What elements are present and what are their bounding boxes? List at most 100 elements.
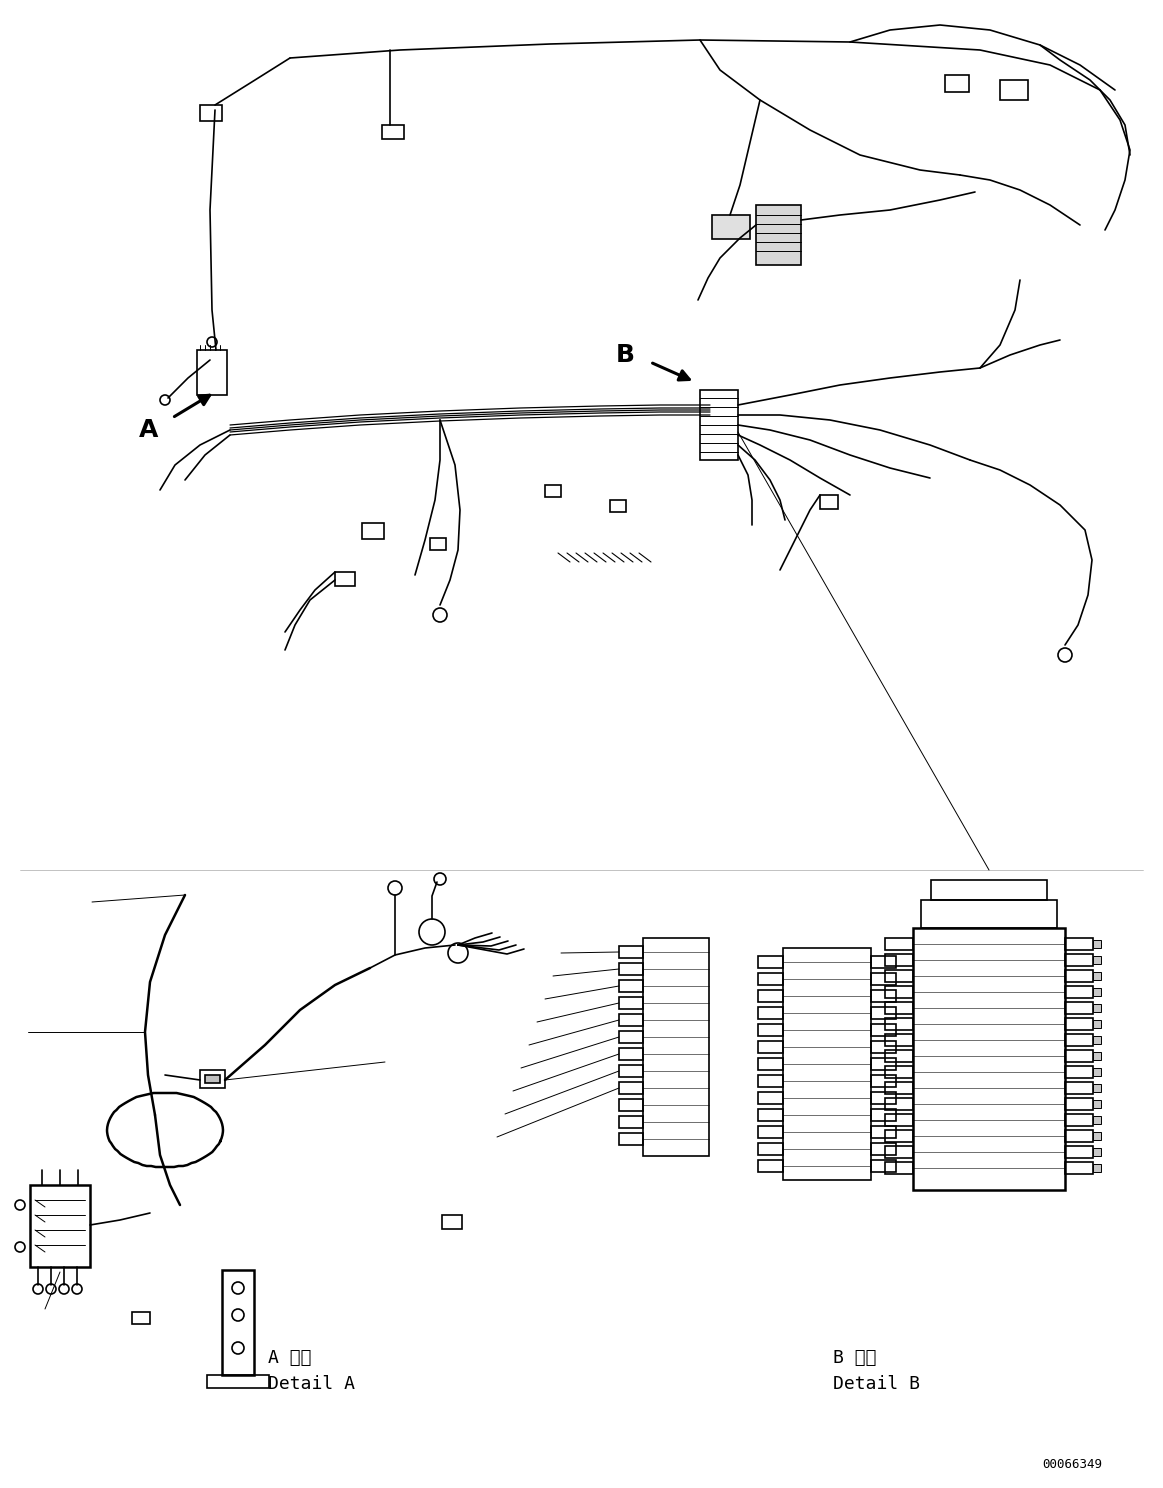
Bar	[758, 1109, 783, 1120]
Bar	[200, 1070, 224, 1088]
Bar	[885, 987, 913, 998]
Bar	[1065, 1098, 1093, 1110]
Bar	[643, 937, 709, 1156]
Bar	[197, 350, 227, 394]
Text: 00066349: 00066349	[1042, 1458, 1103, 1472]
Bar	[1065, 1115, 1093, 1126]
Bar	[758, 1143, 783, 1155]
Bar	[885, 1162, 913, 1174]
Text: B: B	[616, 344, 635, 368]
Bar	[1065, 987, 1093, 998]
Bar	[700, 390, 739, 460]
Bar	[442, 1216, 462, 1229]
Bar	[205, 1074, 220, 1083]
Bar	[1065, 1065, 1093, 1077]
Bar	[871, 1143, 896, 1155]
Bar	[1065, 1034, 1093, 1046]
Bar	[1065, 1082, 1093, 1094]
Bar	[758, 1161, 783, 1173]
Bar	[871, 973, 896, 985]
Bar	[932, 879, 1047, 900]
Bar	[1000, 80, 1028, 100]
Bar	[871, 1042, 896, 1054]
Bar	[619, 1082, 643, 1094]
Bar	[758, 1007, 783, 1019]
Bar	[871, 1074, 896, 1088]
Bar	[885, 1082, 913, 1094]
Bar	[1093, 972, 1101, 981]
Bar	[30, 1184, 90, 1266]
Bar	[885, 1129, 913, 1141]
Bar	[758, 1058, 783, 1070]
Bar	[913, 929, 1065, 1190]
Bar	[619, 997, 643, 1009]
Bar	[1093, 1100, 1101, 1109]
Bar	[1093, 955, 1101, 964]
Bar	[1093, 1068, 1101, 1076]
Bar	[885, 1001, 913, 1013]
Bar	[619, 963, 643, 975]
Bar	[885, 1034, 913, 1046]
Bar	[619, 946, 643, 958]
Text: Detail B: Detail B	[833, 1375, 920, 1393]
Bar	[619, 1048, 643, 1059]
Bar	[871, 1109, 896, 1120]
Bar	[1093, 1083, 1101, 1092]
Bar	[619, 1100, 643, 1112]
Bar	[619, 1132, 643, 1144]
Bar	[1065, 1129, 1093, 1141]
Bar	[619, 1065, 643, 1077]
Bar	[1093, 1052, 1101, 1059]
Bar	[1093, 1149, 1101, 1156]
Bar	[758, 1092, 783, 1104]
Text: A 詳細: A 詳細	[267, 1350, 312, 1367]
Bar	[619, 981, 643, 992]
Bar	[758, 1024, 783, 1036]
Bar	[885, 1018, 913, 1030]
Bar	[1093, 988, 1101, 995]
Bar	[1093, 940, 1101, 948]
Text: Detail A: Detail A	[267, 1375, 355, 1393]
Bar	[871, 955, 896, 969]
Bar	[885, 970, 913, 982]
Bar	[885, 1115, 913, 1126]
Bar	[1065, 1146, 1093, 1158]
Bar	[619, 1116, 643, 1128]
Bar	[820, 496, 839, 509]
Bar	[758, 1042, 783, 1054]
Bar	[946, 74, 969, 92]
Bar	[207, 1375, 269, 1388]
Bar	[335, 571, 355, 586]
Bar	[381, 125, 404, 138]
Bar	[885, 954, 913, 966]
Bar	[1065, 937, 1093, 949]
Bar	[430, 539, 445, 551]
Bar	[545, 485, 561, 497]
Bar	[885, 937, 913, 949]
Bar	[611, 500, 626, 512]
Bar	[619, 1013, 643, 1027]
Bar	[712, 214, 750, 240]
Bar	[1093, 1036, 1101, 1045]
Bar	[222, 1269, 254, 1375]
Bar	[1065, 954, 1093, 966]
Bar	[885, 1098, 913, 1110]
Bar	[1065, 1051, 1093, 1062]
Bar	[885, 1065, 913, 1077]
Bar	[783, 948, 871, 1180]
Bar	[1093, 1116, 1101, 1123]
Bar	[885, 1051, 913, 1062]
Bar	[756, 205, 801, 265]
Bar	[758, 1126, 783, 1138]
Bar	[871, 1126, 896, 1138]
Bar	[871, 1007, 896, 1019]
Bar	[1065, 970, 1093, 982]
Bar	[871, 1024, 896, 1036]
Bar	[1093, 1019, 1101, 1028]
Bar	[758, 1074, 783, 1088]
Bar	[758, 955, 783, 969]
Bar	[1065, 1162, 1093, 1174]
Bar	[921, 900, 1057, 929]
Bar	[131, 1312, 150, 1324]
Bar	[871, 1058, 896, 1070]
